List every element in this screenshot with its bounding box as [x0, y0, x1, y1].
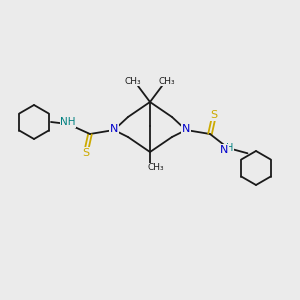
Text: NH: NH: [60, 117, 76, 127]
Text: CH₃: CH₃: [159, 76, 175, 85]
Text: S: S: [82, 148, 90, 158]
Text: N: N: [220, 145, 228, 155]
Text: CH₃: CH₃: [125, 76, 141, 85]
Text: CH₃: CH₃: [148, 164, 164, 172]
Text: S: S: [210, 110, 218, 120]
Text: H: H: [226, 143, 234, 153]
Text: N: N: [182, 124, 190, 134]
Text: N: N: [110, 124, 118, 134]
